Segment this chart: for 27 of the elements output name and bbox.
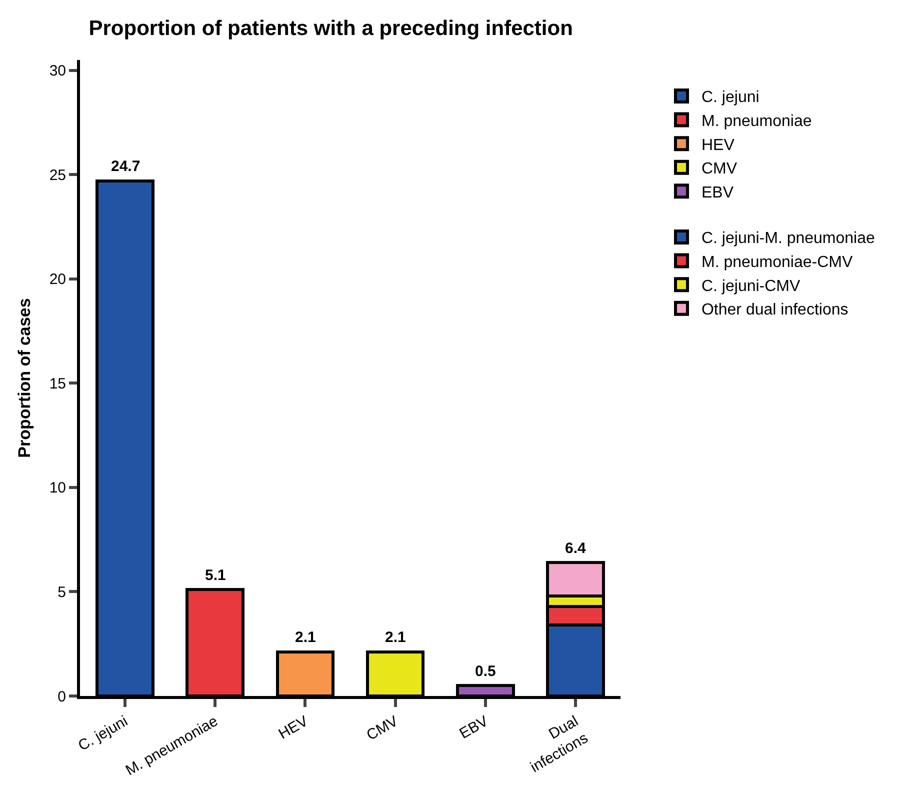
total-label: 6.4 (565, 540, 587, 557)
legend-label: C. jejuni-M. pneumoniae (701, 230, 876, 248)
y-axis-title: Proportion of cases (14, 298, 34, 458)
x-tick-label: CMV (364, 712, 402, 744)
legend-label: C. jejuni-CMV (701, 278, 801, 295)
legend-label: M. pneumoniae (701, 113, 812, 130)
x-tick-label: HEV (276, 712, 311, 743)
total-label: 0.5 (475, 663, 496, 680)
total-label: 2.1 (295, 629, 316, 646)
y-tick-label: 20 (49, 271, 66, 288)
y-tick-label: 10 (49, 480, 66, 497)
legend-label: C. jejuni (701, 89, 760, 106)
legend-label: M. pneumoniae-CMV (701, 254, 853, 272)
y-tick-label: 30 (49, 62, 66, 80)
y-tick-label: 0 (58, 688, 66, 706)
y-tick-label: 15 (49, 375, 66, 392)
chart-title: Proportion of patients with a preceding infection (88, 16, 573, 40)
legend-label: EBV (701, 184, 734, 202)
legend-label: CMV (701, 160, 738, 178)
legend-label: Other dual infections (701, 302, 848, 319)
x-tick-label: EBV (456, 712, 492, 742)
total-label: 24.7 (111, 158, 140, 175)
total-label: 5.1 (205, 567, 226, 584)
legend-label: HEV (701, 136, 735, 154)
total-label: 2.1 (385, 629, 406, 646)
y-tick-label: 5 (58, 584, 66, 601)
y-tick-label: 25 (49, 166, 66, 184)
